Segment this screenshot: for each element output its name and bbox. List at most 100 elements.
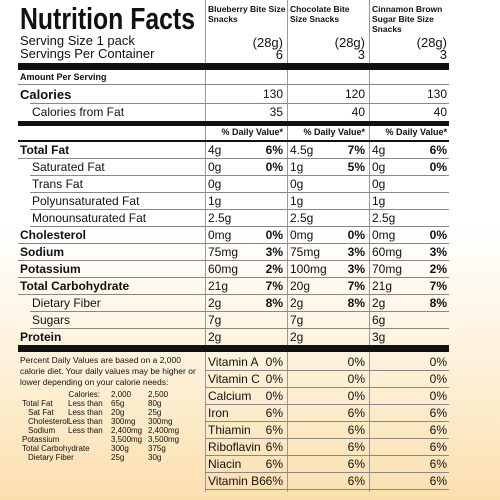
footnote-text: Percent Daily Values are based on a 2,00… <box>20 355 196 387</box>
vitamin-value: 0% <box>429 355 447 369</box>
vitamin-value: 6% <box>265 474 283 488</box>
daily-value: 6% <box>265 143 283 157</box>
vitamin-label: Niacin <box>208 457 242 471</box>
amount: 0g <box>290 177 304 191</box>
vitamin-label: Vitamin B6 <box>208 474 266 488</box>
serving-size-value: (28g) <box>416 35 447 50</box>
amount: 1g <box>208 194 222 208</box>
calories-from-fat-value: 40 <box>351 105 365 119</box>
daily-value: 0% <box>347 228 365 242</box>
divider <box>30 209 449 210</box>
daily-value: 7% <box>265 279 283 293</box>
daily-value-heading: % Daily Value* <box>221 127 283 137</box>
amount: 60mg <box>372 245 403 259</box>
daily-value: 2% <box>429 262 447 276</box>
calories-value: 130 <box>262 87 283 101</box>
daily-value: 0% <box>429 228 447 242</box>
nutrient-label: Total Carbohydrate <box>20 279 130 293</box>
divider <box>18 158 449 159</box>
footnote-cell: 300g <box>111 444 129 453</box>
sub-nutrient-label: Sugars <box>32 313 71 327</box>
vitamin-value: 0% <box>347 355 365 369</box>
footnote-cell: 3,500mg <box>111 435 143 444</box>
daily-value: 7% <box>429 279 447 293</box>
sub-nutrient-label: Monounsaturated Fat <box>32 211 147 225</box>
divider <box>205 438 449 439</box>
footnote-header: Calories: <box>68 390 100 399</box>
divider <box>18 277 449 278</box>
daily-value: 3% <box>347 245 365 259</box>
footnote-cell: 80g <box>148 399 162 408</box>
divider <box>205 370 449 371</box>
footnote-cell: Total Fat <box>22 399 53 408</box>
serving-size-value: (28g) <box>334 35 365 50</box>
vitamin-label: Riboflavin <box>208 440 261 454</box>
amount: 20g <box>290 279 311 293</box>
amount: 4g <box>372 143 386 157</box>
footnote-cell: 2,400mg <box>111 426 143 435</box>
sub-nutrient-label: Polyunsaturated Fat <box>32 194 140 208</box>
footnote-cell: Total Carbohydrate <box>22 444 90 453</box>
servings-value: 3 <box>357 47 365 62</box>
divider <box>205 489 449 490</box>
footnote-cell: 300mg <box>111 417 136 426</box>
rule-bar <box>18 63 449 70</box>
vitamin-value: 0% <box>429 372 447 386</box>
amount: 0g <box>372 177 386 191</box>
amount: 2.5g <box>372 211 396 225</box>
footnote-cell: Sodium <box>28 426 56 435</box>
vitamin-value: 0% <box>429 389 447 403</box>
amount: 21g <box>372 279 393 293</box>
footnote-cell: 375g <box>148 444 166 453</box>
footnote-cell: Dietary Fiber <box>28 453 74 462</box>
amount: 7g <box>290 313 304 327</box>
rule-bar <box>18 121 449 126</box>
daily-value-heading: % Daily Value* <box>303 127 365 137</box>
daily-value: 3% <box>265 245 283 259</box>
divider <box>30 328 449 329</box>
vitamin-value: 0% <box>265 389 283 403</box>
vitamin-value: 0% <box>347 389 365 403</box>
daily-value: 3% <box>347 262 365 276</box>
footnote-cell: 30g <box>148 453 162 462</box>
divider <box>205 421 449 422</box>
amount-per-serving: Amount Per Serving <box>20 72 107 82</box>
servings-value: 3 <box>439 47 447 62</box>
footnote-cell: 20g <box>111 408 125 417</box>
daily-value: 0% <box>265 160 283 174</box>
footnote-cell: 3,500mg <box>148 435 180 444</box>
calories-from-fat-value: 40 <box>433 105 447 119</box>
footnote-header: 2,000 <box>111 390 132 399</box>
amount: 75mg <box>290 245 321 259</box>
divider <box>205 455 449 456</box>
vitamin-value: 6% <box>265 440 283 454</box>
footnote-cell: 300mg <box>148 417 173 426</box>
divider <box>18 260 449 261</box>
daily-value: 8% <box>347 296 365 310</box>
amount: 60mg <box>208 262 239 276</box>
footnote-cell: 25g <box>111 453 125 462</box>
divider <box>30 192 449 193</box>
footnote-cell: 25g <box>148 408 162 417</box>
footnote-cell: Less than <box>68 399 103 408</box>
footnote-cell: Sat Fat <box>28 408 54 417</box>
amount: 7g <box>208 313 222 327</box>
daily-value: 5% <box>347 160 365 174</box>
daily-value: 2% <box>265 262 283 276</box>
amount: 4.5g <box>290 143 314 157</box>
vitamin-value: 6% <box>347 457 365 471</box>
footnote-cell: Cholesterol <box>28 417 69 426</box>
divider <box>18 294 449 295</box>
vitamin-label: Vitamin A <box>208 355 259 369</box>
vitamin-label: Thiamin <box>208 423 251 437</box>
column-header: Blueberry Bite Size Snacks <box>208 4 286 24</box>
vitamin-value: 6% <box>347 440 365 454</box>
divider <box>18 243 449 244</box>
footnote-cell: 65g <box>111 399 125 408</box>
vitamin-value: 6% <box>429 440 447 454</box>
column-divider <box>287 0 288 492</box>
vitamin-value: 6% <box>265 406 283 420</box>
serving-size: Serving Size 1 pack <box>20 33 135 48</box>
sub-nutrient-label: Saturated Fat <box>32 160 105 174</box>
